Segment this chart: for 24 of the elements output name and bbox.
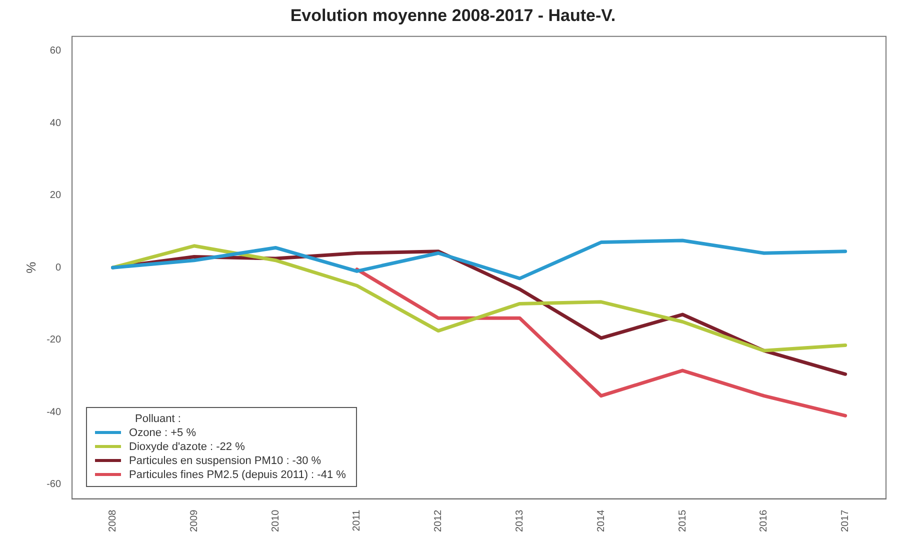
chart-title: Evolution moyenne 2008-2017 - Haute-V.	[290, 6, 616, 25]
legend-title: Polluant :	[134, 412, 182, 426]
y-tick-label: 40	[50, 118, 62, 129]
legend-label: Ozone : +5 %	[129, 426, 196, 439]
y-tick-label: 0	[55, 262, 62, 274]
y-tick-label: 60	[50, 46, 62, 57]
x-tick-label: 2016	[758, 509, 770, 532]
legend-label: Particules en suspension PM10 : -30 %	[129, 454, 322, 467]
x-tick-label: 2008	[108, 509, 118, 532]
y-tick-label: -60	[46, 479, 62, 490]
x-tick-label: 2011	[352, 509, 363, 532]
x-tick-label: 2017	[840, 509, 852, 532]
y-axis-title: %	[23, 261, 38, 274]
y-tick-label: 20	[50, 190, 62, 202]
y-tick-label: -40	[46, 406, 62, 418]
x-tick-label: 2009	[188, 509, 200, 532]
legend-label: Particules fines PM2.5 (depuis 2011) : -41 %	[129, 468, 346, 481]
legend-label: Dioxyde d'azote : -22 %	[129, 440, 245, 453]
x-tick-label: 2010	[270, 509, 282, 532]
x-tick-label: 2013	[514, 509, 526, 532]
x-tick-label: 2015	[677, 509, 688, 532]
y-tick-label: -20	[46, 334, 62, 346]
x-tick-label: 2014	[596, 509, 607, 532]
x-tick-label: 2012	[433, 509, 444, 532]
